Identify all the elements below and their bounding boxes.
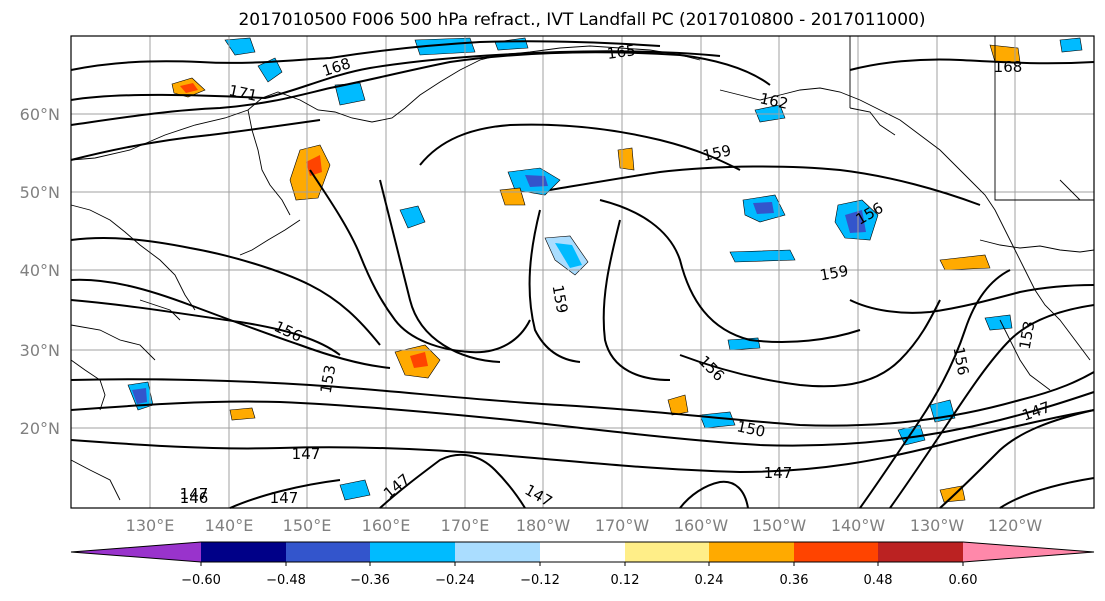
lon-label: 130°E <box>126 516 175 535</box>
colorbar-segment <box>540 542 625 562</box>
colorbar-tick-label: −0.60 <box>181 573 221 588</box>
lon-label: 150°E <box>283 516 332 535</box>
colorbar-tick-label: 0.48 <box>864 573 893 588</box>
contour-label: 162 <box>758 89 790 113</box>
colorbar-segment <box>794 542 878 562</box>
contour-label: 147 <box>764 464 793 482</box>
lon-label: 130°W <box>910 516 965 535</box>
lon-label: 160°W <box>674 516 729 535</box>
colorbar-segment <box>455 542 540 562</box>
contour-label: 156 <box>950 345 973 376</box>
lat-label: 60°N <box>20 105 60 124</box>
height-contours <box>70 40 1095 509</box>
contour-label: 147 <box>180 485 209 503</box>
contour-label: 153 <box>1016 319 1039 350</box>
colorbar-tick-label: −0.24 <box>435 573 475 588</box>
lon-label: 170°E <box>441 516 490 535</box>
latitude-labels: 60°N 50°N 40°N 30°N 20°N <box>20 105 60 438</box>
contour-label: 171 <box>227 81 259 105</box>
graticule <box>71 36 1094 508</box>
colorbar-tick-label: −0.36 <box>350 573 390 588</box>
colorbar-tick-label: 0.24 <box>695 573 724 588</box>
lat-label: 50°N <box>20 183 60 202</box>
colorbar-tick-label: 0.12 <box>611 573 640 588</box>
lon-label: 140°E <box>205 516 254 535</box>
colorbar: −0.60 −0.48 −0.36 −0.24 −0.12 0.12 0.24 … <box>70 541 1095 588</box>
contour-label: 168 <box>994 58 1023 76</box>
colorbar-segment <box>963 542 1094 562</box>
lon-label: 120°W <box>988 516 1043 535</box>
colorbar-segment <box>625 542 709 562</box>
lon-label: 180°W <box>516 516 571 535</box>
lat-label: 20°N <box>20 419 60 438</box>
lon-label: 170°W <box>595 516 650 535</box>
contour-label: 165 <box>606 41 637 63</box>
colorbar-segment <box>709 542 794 562</box>
colorbar-tick-label: −0.48 <box>266 573 306 588</box>
contour-label: 159 <box>818 262 849 285</box>
map-title: 2017010500 F006 500 hPa refract., IVT La… <box>238 10 925 30</box>
colorbar-tick-label: −0.12 <box>520 573 560 588</box>
contour-label: 146 <box>180 489 209 507</box>
colorbar-segment <box>370 542 455 562</box>
lat-label: 30°N <box>20 341 60 360</box>
colorbar-segment <box>201 542 286 562</box>
colorbar-tick-label: 0.60 <box>949 573 978 588</box>
contour-label: 159 <box>549 283 572 314</box>
contour-label: 150 <box>735 417 767 441</box>
lat-label: 40°N <box>20 261 60 280</box>
map-frame <box>70 35 1095 509</box>
map-panel: 171 168 165 168 162 159 156 159 159 156 … <box>70 35 1095 511</box>
colorbar-segment <box>71 542 201 562</box>
lon-label: 160°E <box>362 516 411 535</box>
lon-label: 150°W <box>752 516 807 535</box>
colorbar-segment <box>878 542 963 562</box>
colorbar-segment <box>286 542 370 562</box>
colorbar-tick-labels: −0.60 −0.48 −0.36 −0.24 −0.12 0.12 0.24 … <box>181 573 977 588</box>
contour-label: 159 <box>701 141 733 165</box>
contour-label: 153 <box>317 363 340 394</box>
contour-label: 147 <box>270 489 299 507</box>
longitude-labels: 130°E 140°E 150°E 160°E 170°E 180°W 170°… <box>126 516 1043 535</box>
contour-label: 147 <box>292 445 321 463</box>
colorbar-segments <box>70 541 1095 566</box>
colorbar-tick-label: 0.36 <box>780 573 809 588</box>
lon-label: 140°W <box>831 516 886 535</box>
coastlines <box>70 36 1095 501</box>
